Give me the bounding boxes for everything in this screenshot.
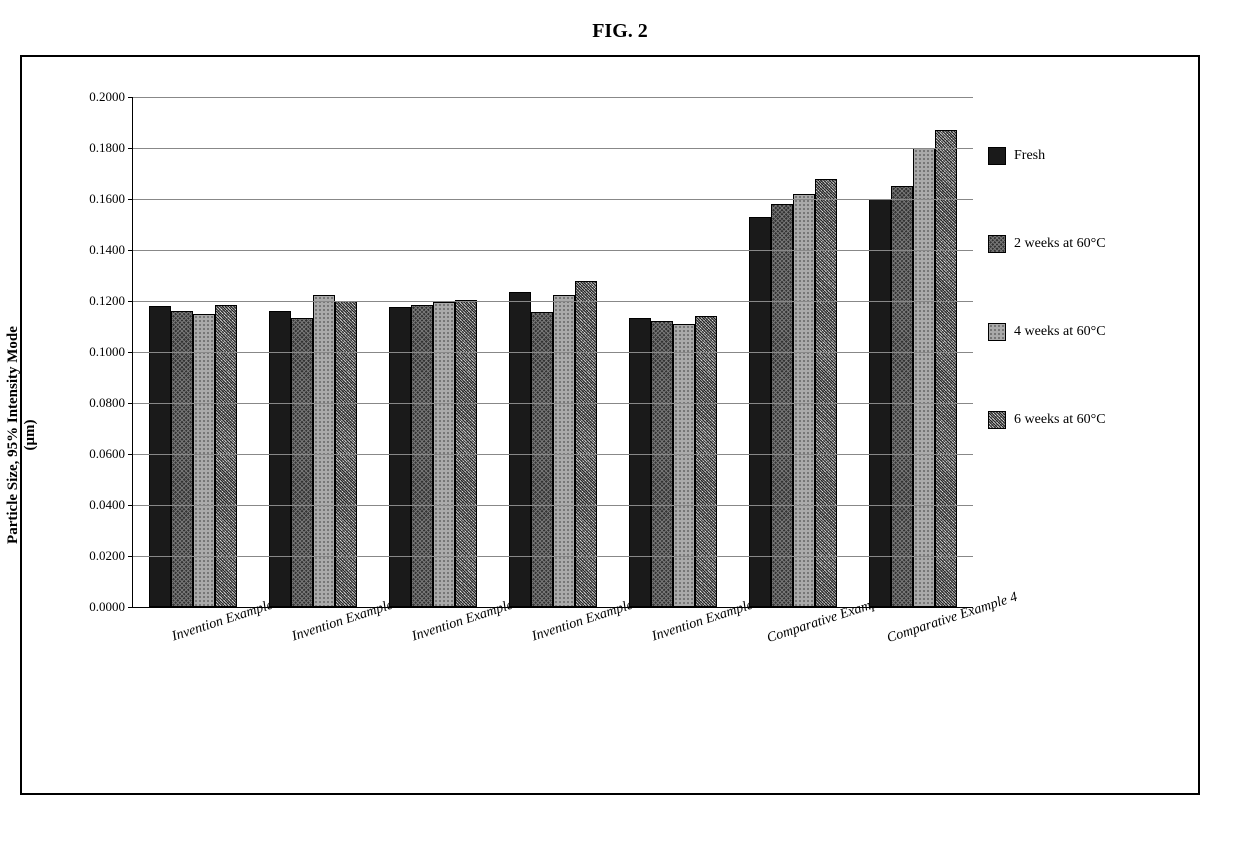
legend-swatch <box>988 147 1006 165</box>
y-tick-label: 0.1400 <box>89 242 133 258</box>
bar <box>411 305 433 607</box>
gridline <box>133 301 973 302</box>
y-axis-label: Particle Size, 95% Intensity Mode(μm) <box>5 326 39 544</box>
gridline <box>133 199 973 200</box>
legend-label: Fresh <box>1014 148 1045 164</box>
bar <box>651 321 673 607</box>
y-tick-label: 0.0000 <box>89 599 133 615</box>
gridline <box>133 403 973 404</box>
gridline <box>133 505 973 506</box>
legend-item: 4 weeks at 60°C <box>988 323 1178 341</box>
y-tick-label: 0.1200 <box>89 293 133 309</box>
bar <box>673 324 695 607</box>
bar <box>771 204 793 607</box>
gridline <box>133 556 973 557</box>
legend-item: 2 weeks at 60°C <box>988 235 1178 253</box>
bar <box>749 217 771 607</box>
legend-label: 6 weeks at 60°C <box>1014 412 1106 428</box>
legend: Fresh 2 weeks at 60°C 4 weeks at 60°C 6 wee… <box>988 147 1178 499</box>
bar <box>193 314 215 607</box>
legend-label: 2 weeks at 60°C <box>1014 236 1106 252</box>
y-tick-label: 0.0800 <box>89 395 133 411</box>
bar <box>215 305 237 607</box>
bar <box>935 130 957 607</box>
gridline <box>133 250 973 251</box>
bar <box>291 318 313 607</box>
bar <box>695 316 717 607</box>
bar <box>629 318 651 607</box>
gridline <box>133 352 973 353</box>
bar <box>531 312 553 607</box>
bar <box>793 194 815 607</box>
gridline <box>133 148 973 149</box>
chart-inner: Particle Size, 95% Intensity Mode(μm) In… <box>32 87 1188 783</box>
bar-group: Invention Example 5 <box>269 295 357 607</box>
legend-item: Fresh <box>988 147 1178 165</box>
bar-group: Invention Example 4 <box>149 305 237 607</box>
bar <box>913 148 935 607</box>
bar <box>269 311 291 607</box>
y-tick-label: 0.0400 <box>89 497 133 513</box>
y-tick-label: 0.1600 <box>89 191 133 207</box>
legend-label: 4 weeks at 60°C <box>1014 324 1106 340</box>
bar <box>553 295 575 607</box>
bar-group: Invention Example 8 <box>629 316 717 607</box>
bar-group: Invention Example 7 <box>509 281 597 607</box>
bar <box>313 295 335 607</box>
bar <box>509 292 531 607</box>
legend-item: 6 weeks at 60°C <box>988 411 1178 429</box>
plot-area: Invention Example 4 Invention Example 5 In… <box>132 97 973 608</box>
legend-swatch <box>988 411 1006 429</box>
y-tick-label: 0.2000 <box>89 89 133 105</box>
y-tick-label: 0.1000 <box>89 344 133 360</box>
figure-title: FIG. 2 <box>20 20 1220 43</box>
gridline <box>133 454 973 455</box>
bar-group: Comparative Example 3 <box>749 179 837 607</box>
y-tick-label: 0.1800 <box>89 140 133 156</box>
bar <box>171 311 193 607</box>
y-tick-label: 0.0200 <box>89 548 133 564</box>
y-tick-label: 0.0600 <box>89 446 133 462</box>
bar <box>815 179 837 607</box>
legend-swatch <box>988 235 1006 253</box>
chart-frame: Particle Size, 95% Intensity Mode(μm) In… <box>20 55 1200 795</box>
gridline <box>133 97 973 98</box>
bar-group: Comparative Example 4 <box>869 130 957 607</box>
bar <box>575 281 597 607</box>
legend-swatch <box>988 323 1006 341</box>
